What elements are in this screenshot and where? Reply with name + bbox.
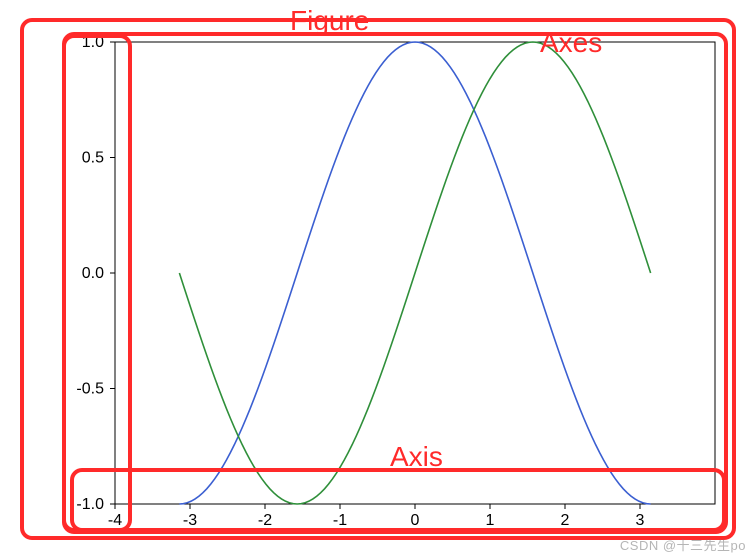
stage: -4-3-2-10123-1.0-0.50.00.51.0FigureAxesA… — [0, 0, 754, 556]
x-tick-label: 3 — [636, 512, 645, 529]
y-tick-label: -0.5 — [76, 381, 104, 398]
x-tick-label: -2 — [258, 512, 272, 529]
chart-svg: -4-3-2-10123-1.0-0.50.00.51.0FigureAxesA… — [0, 0, 754, 556]
annotation-label-axis: Axis — [390, 441, 443, 472]
x-tick-label: -1 — [333, 512, 347, 529]
x-tick-label: -3 — [183, 512, 197, 529]
y-tick-label: 0.0 — [82, 265, 104, 282]
y-tick-label: 0.5 — [82, 150, 104, 167]
x-tick-label: 0 — [411, 512, 420, 529]
x-tick-label: -4 — [108, 512, 122, 529]
x-tick-label: 1 — [486, 512, 495, 529]
annotation-label-axes: Axes — [540, 27, 602, 58]
y-tick-label: -1.0 — [76, 496, 104, 513]
annotation-label-figure: Figure — [290, 5, 369, 36]
x-tick-label: 2 — [561, 512, 570, 529]
watermark-text: CSDN @十三先生po — [620, 535, 746, 554]
